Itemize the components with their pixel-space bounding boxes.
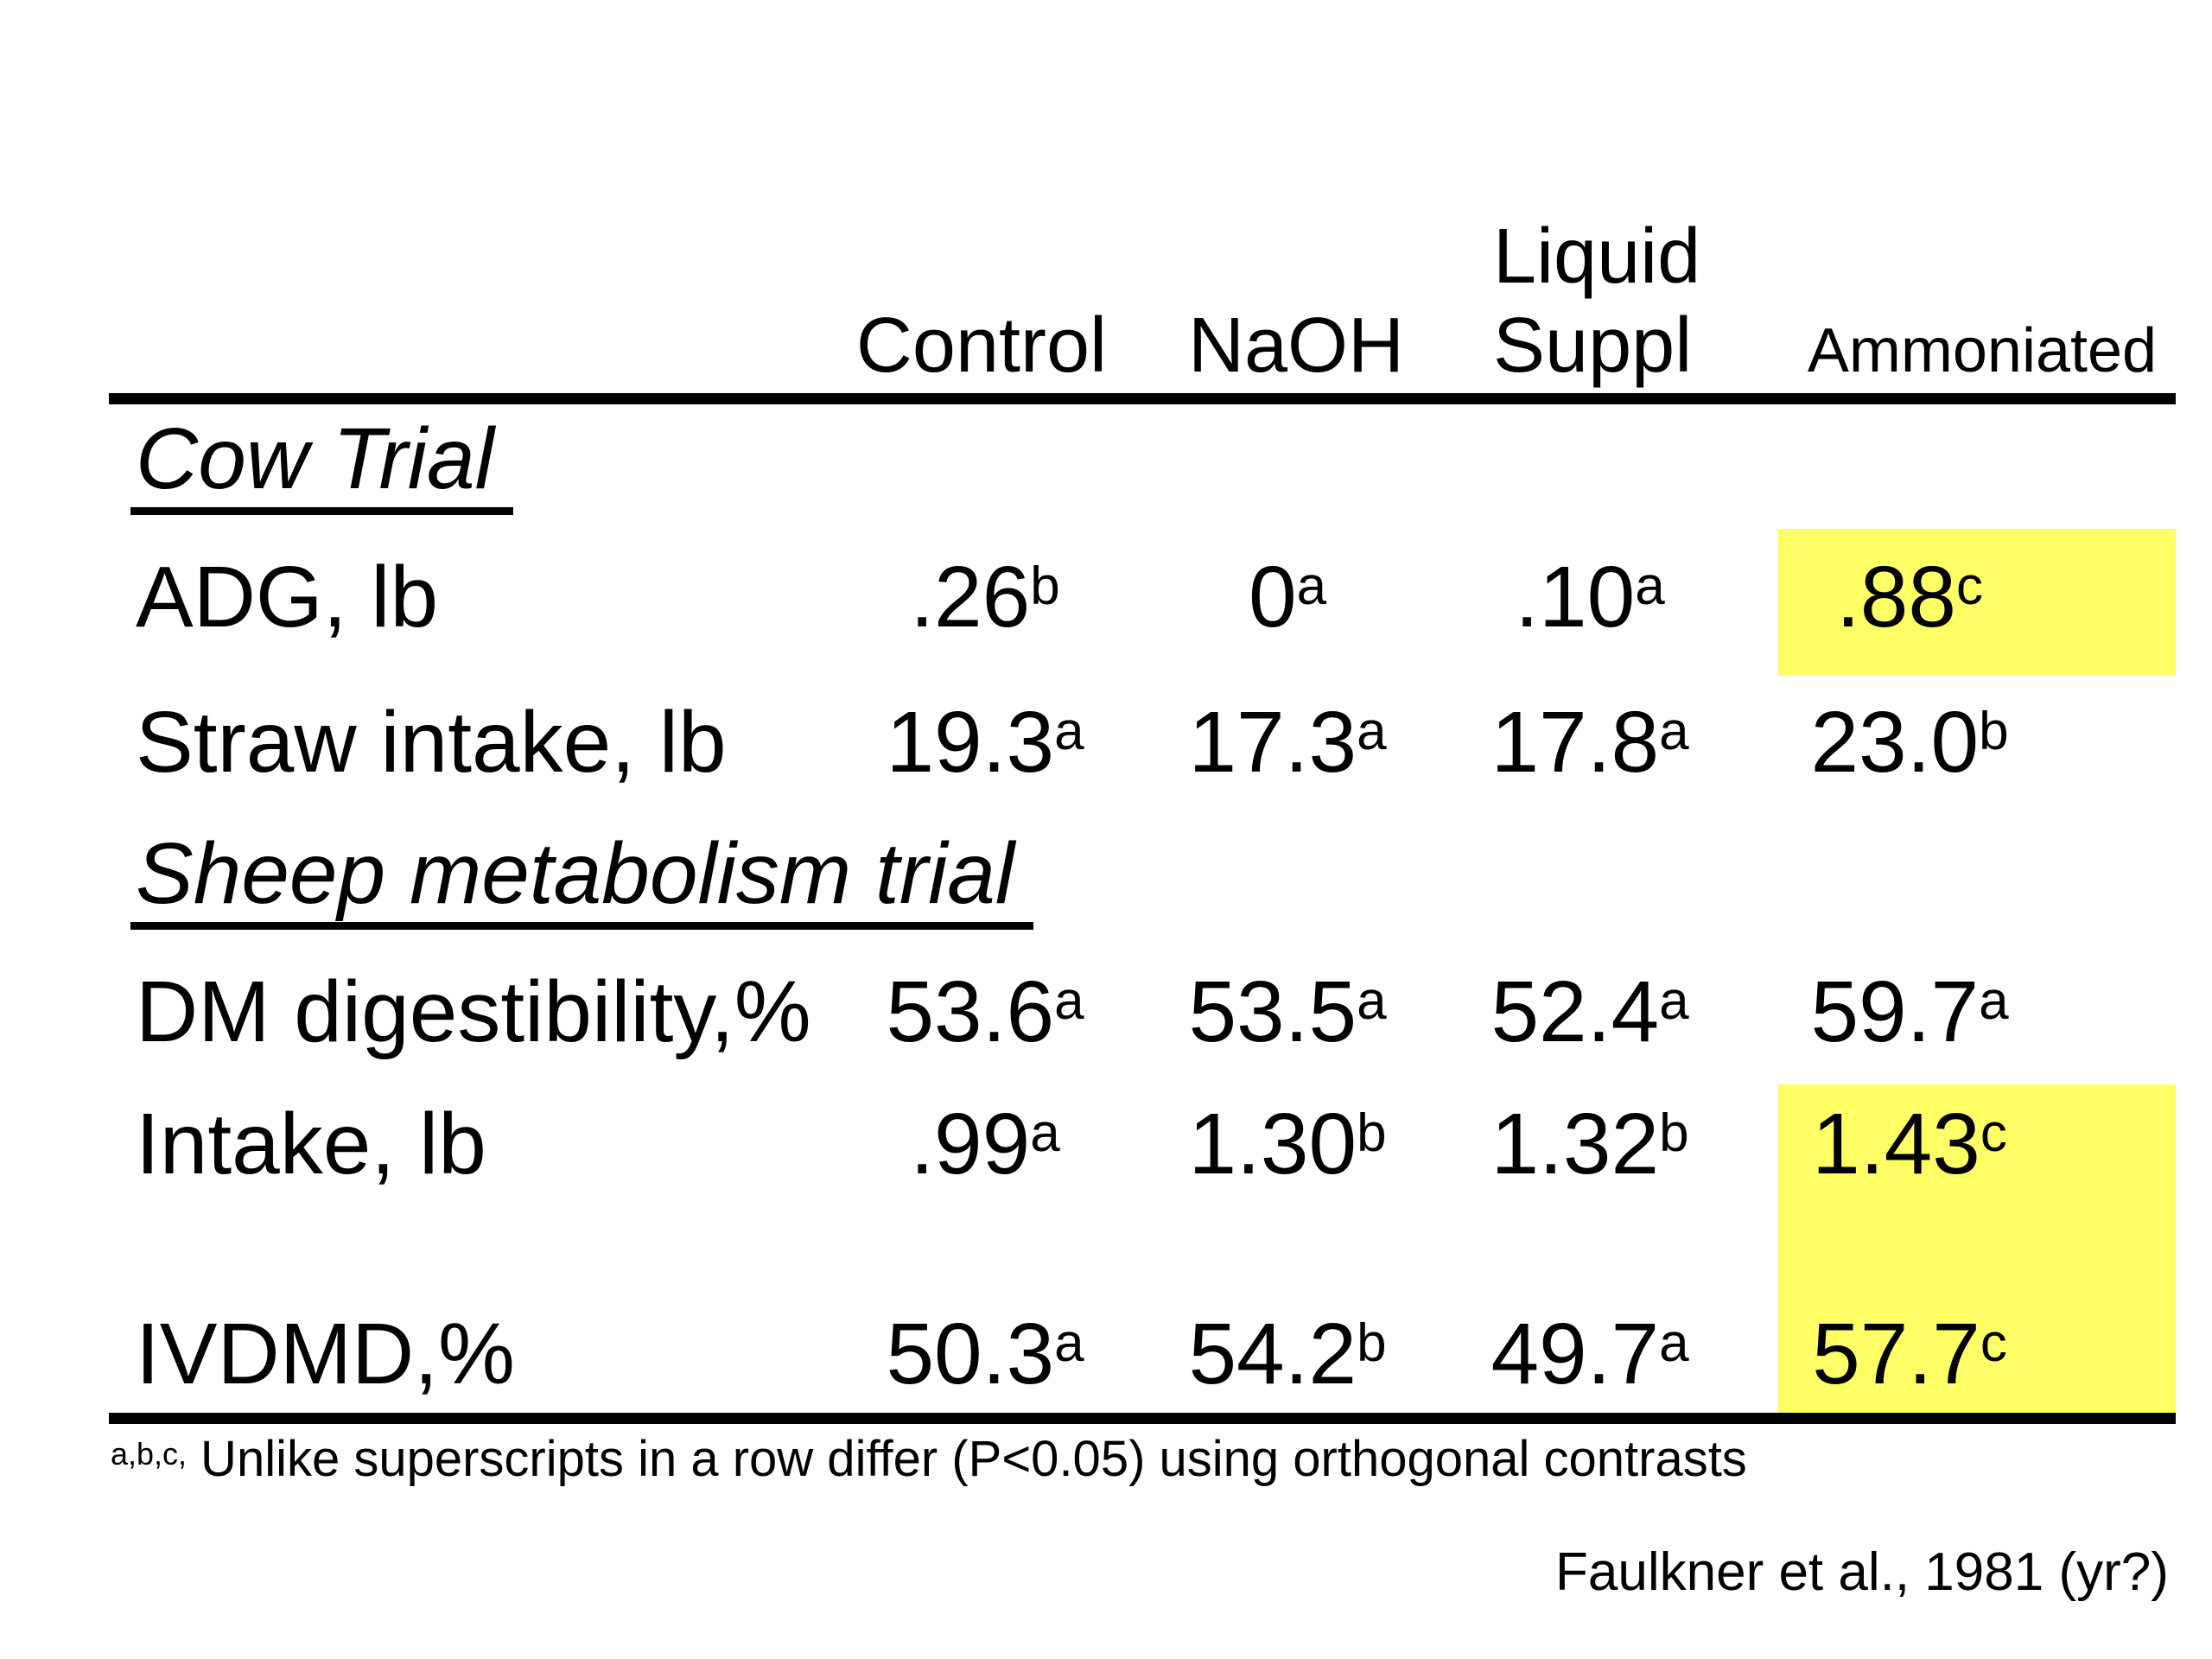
cell-intake-ammoniated: 1.43c: [1812, 1101, 2007, 1187]
superscript: a: [1054, 1313, 1084, 1373]
column-header-naoh: NaOH: [1187, 302, 1405, 389]
superscript: a: [1979, 970, 2009, 1031]
cell-intake-liquid-suppl: 1.32b: [1491, 1101, 1688, 1187]
superscript: c: [1980, 1103, 2007, 1163]
superscript: b: [1357, 1103, 1387, 1163]
highlight-intake-ivdmd-ammoniated: [1778, 1084, 2176, 1418]
superscript: a: [1054, 970, 1084, 1031]
superscript: a: [1357, 701, 1387, 761]
cell-straw-control: 19.3a: [886, 699, 1084, 785]
cell-dm-naoh: 53.5a: [1188, 969, 1386, 1055]
highlight-adg-ammoniated: [1778, 529, 2176, 676]
cell-adg-control: .26b: [910, 554, 1060, 640]
cell-dm-control: 53.6a: [886, 969, 1084, 1055]
cell-adg-naoh: 0a: [1249, 554, 1326, 640]
cell-straw-ammoniated: 23.0b: [1810, 699, 2008, 785]
superscript: a: [1296, 556, 1327, 616]
column-header-liquid-line1: Liquid: [1493, 213, 1701, 300]
cell-intake-naoh-value: 1.30: [1188, 1096, 1357, 1192]
column-header-liquid-line2: Suppl: [1493, 302, 1693, 389]
cell-dm-naoh-value: 53.5: [1188, 963, 1357, 1060]
cell-straw-control-value: 19.3: [886, 694, 1055, 791]
section-heading-sheep-metabolism-text: Sheep metabolism trial: [130, 825, 1034, 930]
cell-dm-ammoniated-value: 59.7: [1810, 963, 1980, 1060]
superscript: a: [1659, 701, 1689, 761]
cell-ivdmd-ammoniated: 57.7c: [1812, 1311, 2007, 1397]
cell-straw-ammoniated-value: 23.0: [1810, 694, 1980, 791]
section-heading-sheep-metabolism: Sheep metabolism trial: [130, 825, 1034, 930]
superscript: a: [1659, 970, 1689, 1031]
superscript: a: [1357, 970, 1387, 1031]
superscript: b: [1030, 556, 1060, 616]
column-header-control: Control: [855, 302, 1108, 389]
footnote: a,b,c, Unlike superscripts in a row diff…: [111, 1434, 1747, 1484]
cell-adg-ammoniated: .88c: [1836, 554, 1983, 640]
cell-dm-ammoniated: 59.7a: [1810, 969, 2008, 1055]
row-label-ivdmd: IVDMD,%: [136, 1306, 515, 1402]
cell-ivdmd-liquid-suppl: 49.7a: [1491, 1311, 1688, 1397]
cell-adg-ammoniated-value: .88: [1835, 549, 1957, 645]
table-top-rule: [109, 393, 2176, 404]
cell-adg-control-value: .26: [910, 549, 1031, 645]
cell-ivdmd-naoh-value: 54.2: [1188, 1306, 1357, 1402]
cell-ivdmd-naoh: 54.2b: [1188, 1311, 1386, 1397]
cell-dm-control-value: 53.6: [886, 963, 1055, 1060]
cell-intake-control: .99a: [910, 1101, 1060, 1187]
section-heading-cow-trial: Cow Trial: [130, 410, 513, 515]
cell-intake-liquid-suppl-value: 1.32: [1491, 1096, 1660, 1192]
footnote-text: Unlike superscripts in a row differ (P<0…: [186, 1431, 1747, 1487]
superscript: a: [1054, 701, 1084, 761]
cell-adg-liquid-suppl-value: .10: [1515, 549, 1636, 645]
superscript: b: [1659, 1103, 1689, 1163]
cell-intake-control-value: .99: [910, 1096, 1031, 1192]
row-label-adg: ADG, lb: [136, 549, 439, 645]
superscript: a: [1635, 556, 1665, 616]
row-label-intake: Intake, lb: [136, 1096, 486, 1192]
table-bottom-rule: [109, 1413, 2176, 1424]
cell-adg-naoh-value: 0: [1248, 549, 1297, 645]
superscript: a: [1030, 1103, 1060, 1163]
cell-ivdmd-liquid-suppl-value: 49.7: [1491, 1306, 1660, 1402]
cell-dm-liquid-suppl-value: 52.4: [1491, 963, 1660, 1060]
cell-ivdmd-control: 50.3a: [886, 1311, 1084, 1397]
cell-ivdmd-ammoniated-value: 57.7: [1812, 1306, 1980, 1402]
cell-ivdmd-control-value: 50.3: [886, 1306, 1055, 1402]
superscript: b: [1357, 1313, 1387, 1373]
cell-intake-ammoniated-value: 1.43: [1812, 1096, 1980, 1192]
cell-straw-naoh-value: 17.3: [1188, 694, 1357, 791]
cell-straw-liquid-suppl: 17.8a: [1491, 699, 1688, 785]
superscript: b: [1979, 701, 2009, 761]
cell-adg-liquid-suppl: .10a: [1515, 554, 1665, 640]
superscript: c: [1980, 1313, 2007, 1373]
cell-intake-naoh: 1.30b: [1188, 1101, 1386, 1187]
superscript: a: [1659, 1313, 1689, 1373]
cell-straw-liquid-suppl-value: 17.8: [1491, 694, 1660, 791]
column-header-ammoniated: Ammoniated: [1807, 316, 2158, 385]
row-label-dm-digestibility: DM digestibility,%: [136, 963, 811, 1060]
superscript: c: [1956, 556, 1984, 616]
section-heading-cow-trial-text: Cow Trial: [130, 410, 513, 515]
attribution: Faulkner et al., 1981 (yr?): [1555, 1542, 2169, 1602]
row-label-straw-intake: Straw intake, lb: [136, 694, 727, 791]
cell-straw-naoh: 17.3a: [1188, 699, 1386, 785]
footnote-superscript-prefix: a,b,c,: [111, 1436, 187, 1472]
cell-dm-liquid-suppl: 52.4a: [1491, 969, 1688, 1055]
